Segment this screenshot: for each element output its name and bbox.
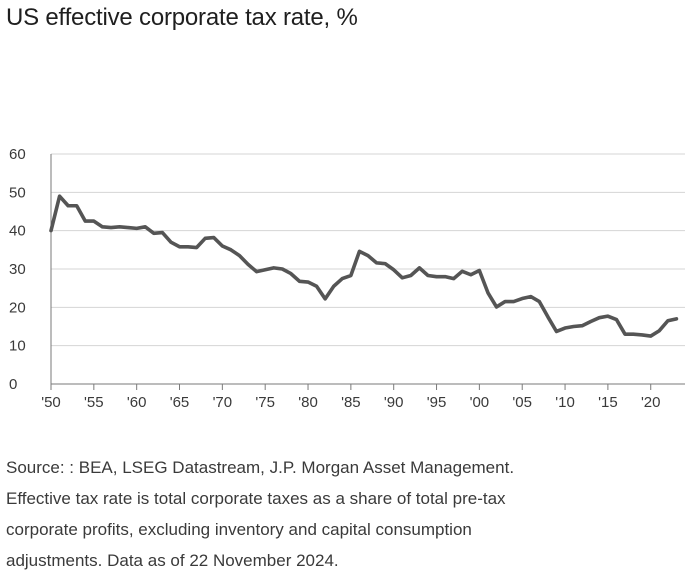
x-tick-label-1955: '55	[84, 394, 104, 411]
grid-lines	[51, 153, 685, 347]
x-tick-label-1985: '85	[341, 394, 361, 411]
x-tick-label-2005: '05	[512, 394, 532, 411]
y-tick-label-10: 10	[9, 338, 26, 355]
x-tick-label-1975: '75	[255, 394, 275, 411]
x-tick-label-2015: '15	[598, 394, 618, 411]
note-line-1: Effective tax rate is total corporate ta…	[6, 489, 506, 508]
y-tick-label-30: 30	[9, 261, 26, 278]
x-tick-label-2010: '10	[555, 394, 575, 411]
x-tick-label-2000: '00	[470, 394, 490, 411]
source-text: Source: : BEA, LSEG Datastream, J.P. Mor…	[6, 458, 515, 477]
axes	[50, 154, 685, 390]
x-tick-label-1965: '65	[170, 394, 190, 411]
x-tick-label-1960: '60	[127, 394, 147, 411]
x-tick-labels: '50 '55 '60 '65 '70 '75 '80 '85 '90 '95 '00 '05 '10 '…	[41, 394, 660, 411]
chart-title: US effective corporate tax rate, %	[6, 4, 358, 31]
note-line-2: corporate profits, excluding inventory a…	[6, 520, 472, 539]
y-tick-label-0: 0	[9, 376, 17, 393]
y-tick-labels: 0 10 20 30 40 50 60	[9, 146, 26, 393]
y-tick-label-60: 60	[9, 146, 26, 163]
x-tick-label-1950: '50	[41, 394, 61, 411]
y-tick-label-20: 20	[9, 299, 26, 316]
x-tick-label-1995: '95	[427, 394, 447, 411]
line-chart: 0 10 20 30 40 50 60 '50 '55 '60 '65 '70 '75 '80 '85 '9…	[9, 146, 685, 411]
note-line-3: adjustments. Data as of 22 November 2024…	[6, 551, 339, 570]
y-tick-label-50: 50	[9, 184, 26, 201]
series-line-0	[49, 194, 679, 338]
y-tick-label-40: 40	[9, 223, 26, 240]
chart-footer: Source: : BEA, LSEG Datastream, J.P. Mor…	[6, 452, 686, 576]
x-tick-label-1980: '80	[298, 394, 318, 411]
series-layer	[49, 194, 679, 338]
x-tick-label-2020: '20	[641, 394, 661, 411]
x-tick-label-1970: '70	[213, 394, 233, 411]
x-tick-label-1990: '90	[384, 394, 404, 411]
